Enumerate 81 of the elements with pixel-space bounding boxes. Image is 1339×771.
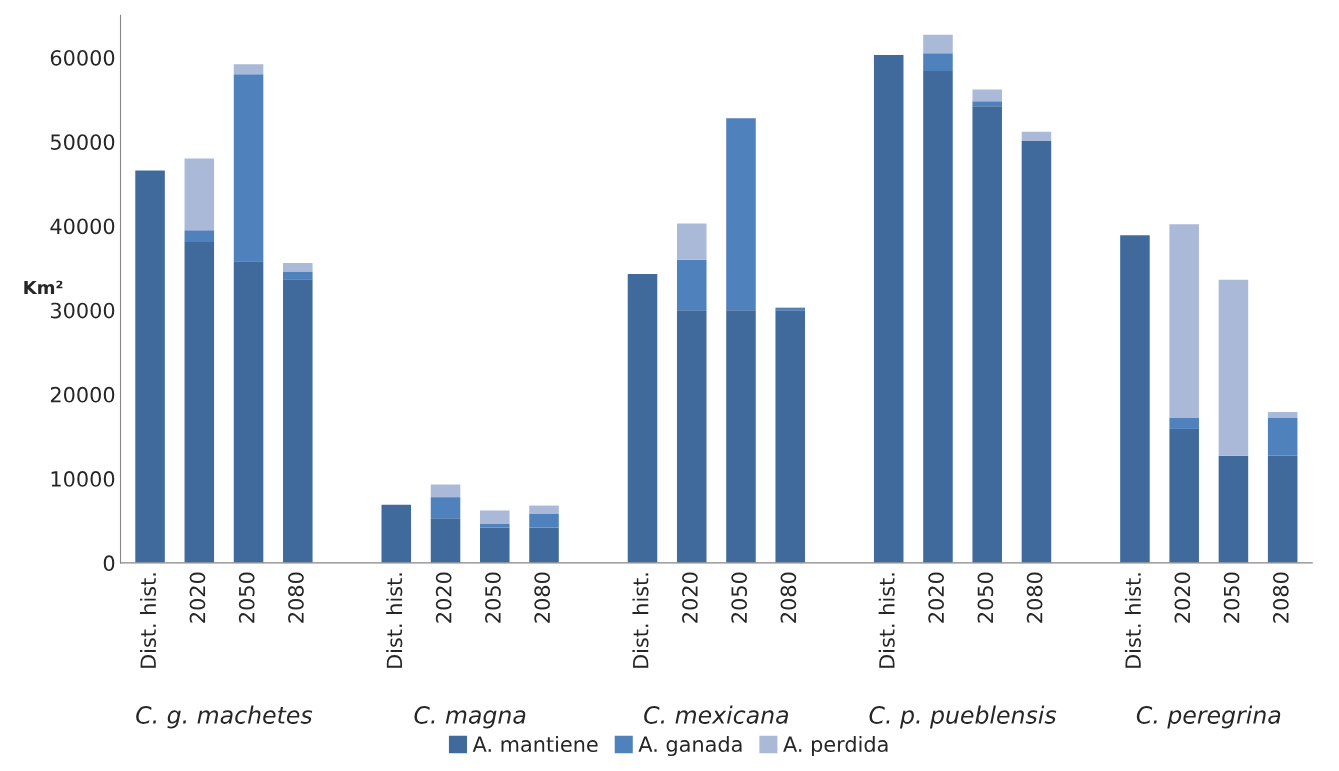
bar	[1218, 279, 1249, 456]
text: C. magna	[414, 706, 526, 729]
x-tick-label: 2050	[731, 572, 748, 623]
x-tick-label: Dist. hist.	[386, 573, 403, 668]
y-axis-title: Km²	[24, 280, 63, 295]
x-tick-label: 2050	[238, 572, 255, 623]
text: C. p. pueblensis	[869, 705, 1057, 729]
bar	[726, 310, 756, 563]
bar	[430, 484, 461, 498]
bar	[479, 524, 510, 528]
bar	[529, 513, 559, 528]
x-tick-label: 2050	[485, 572, 501, 623]
bar	[1267, 455, 1298, 563]
bar	[923, 53, 953, 71]
x-tick-label: 2020	[189, 572, 206, 623]
x-tick-label: Dist. hist.	[632, 573, 649, 668]
bar	[923, 71, 953, 563]
bar	[1021, 131, 1052, 141]
x-tick-label: 2020	[928, 572, 945, 623]
bar	[972, 89, 1002, 102]
bar	[972, 106, 1002, 563]
bar	[529, 505, 559, 514]
x-tick-label: 2080	[1026, 572, 1043, 623]
bar	[430, 497, 461, 519]
bar	[283, 279, 313, 563]
x-tick-label: Dist. hist.	[1124, 573, 1141, 668]
bar	[233, 64, 264, 75]
bar	[627, 273, 658, 563]
bar	[1267, 412, 1298, 418]
bar	[479, 527, 510, 563]
bar	[233, 74, 264, 262]
bar	[972, 101, 1002, 107]
bar	[676, 310, 707, 563]
bar	[479, 510, 510, 525]
bar	[1169, 428, 1199, 563]
bar	[184, 158, 215, 231]
legend-label: A. ganada	[638, 735, 742, 757]
bar	[283, 271, 313, 280]
x-tick-label: 2080	[534, 572, 551, 623]
legend-label: A. perdida	[783, 735, 888, 757]
bar	[233, 261, 264, 563]
bar	[873, 55, 904, 563]
bar	[430, 518, 461, 563]
bar	[676, 223, 707, 260]
y-tick-label: 30000	[50, 302, 115, 319]
x-tick-label: Dist. hist.	[139, 573, 157, 668]
bar	[184, 241, 215, 563]
text: C. peregrina	[1136, 705, 1281, 729]
bar	[1267, 417, 1298, 456]
text: C. mexicana	[644, 705, 789, 724]
x-tick-label: 2020	[1174, 572, 1191, 623]
legend-label: A. mantiene	[472, 735, 598, 753]
x-tick-label: 2020	[682, 572, 698, 623]
bar	[1120, 235, 1150, 563]
bar	[381, 504, 412, 563]
y-tick-label: 60000	[50, 49, 115, 66]
y-tick-label: 50000	[50, 134, 115, 150]
y-tick-label: 10000	[51, 471, 115, 487]
y-tick-label: 20000	[50, 386, 115, 403]
bar	[923, 34, 953, 54]
x-tick-label: Dist. hist.	[878, 573, 895, 668]
bar	[1021, 140, 1052, 563]
bar	[1169, 417, 1199, 429]
text: C. g. machetes	[136, 705, 313, 729]
x-tick-label: 2080	[288, 572, 304, 623]
bar	[1218, 455, 1249, 563]
x-tick-label: 2080	[780, 572, 797, 623]
bar	[135, 170, 165, 563]
bar	[726, 118, 756, 311]
y-tick-label: 40000	[50, 218, 115, 235]
bar	[1169, 224, 1199, 418]
bar	[184, 230, 215, 242]
bar	[283, 263, 313, 272]
x-tick-label: 2020	[435, 572, 452, 623]
bar	[676, 259, 707, 311]
x-tick-label: 2050	[1223, 572, 1240, 623]
y-tick-label: 0	[103, 555, 115, 572]
x-tick-label: 2050	[977, 572, 994, 623]
bar	[775, 310, 805, 563]
bar	[529, 527, 559, 563]
x-tick-label: 2080	[1272, 572, 1289, 623]
